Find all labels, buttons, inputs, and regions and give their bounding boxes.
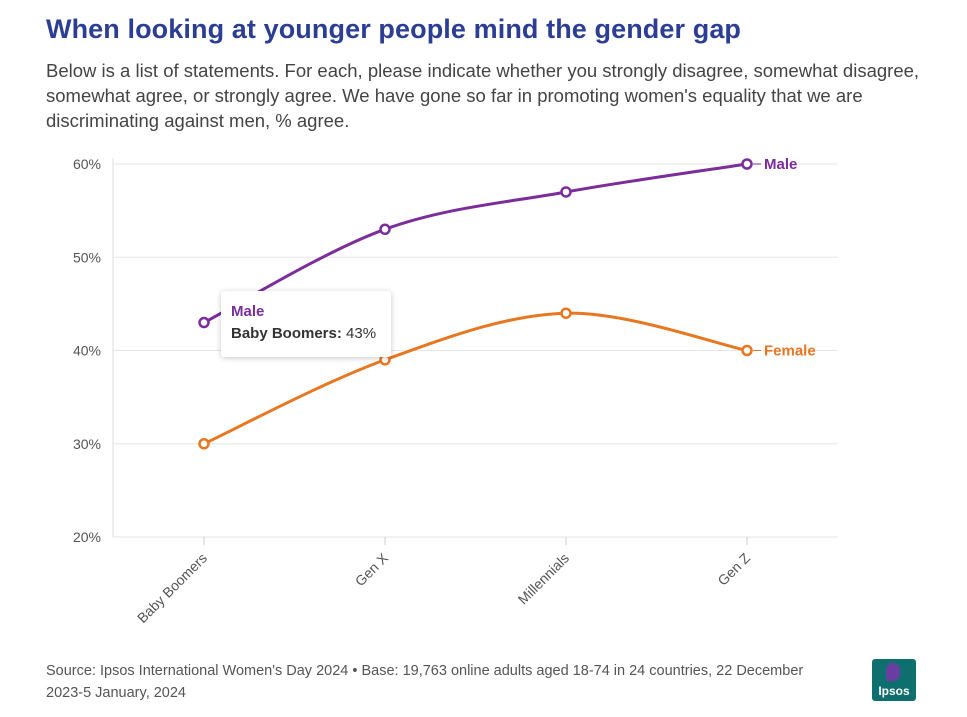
tooltip-value: 43% — [346, 325, 377, 342]
logo-bubble-icon — [886, 663, 900, 681]
data-point-male — [379, 223, 391, 236]
series-label-male: Male — [764, 156, 797, 173]
data-point-female — [560, 307, 572, 319]
y-tick-label: 20% — [73, 529, 101, 545]
y-axis-ticks: 20% 30% 40% 50% 60% — [73, 156, 101, 545]
logo-text: Ipsos — [878, 684, 910, 698]
series-label-female: Female — [764, 343, 816, 360]
chart-title: When looking at younger people mind the … — [46, 14, 742, 44]
x-axis-ticks: Baby Boomers Gen X Millennials Gen Z — [134, 537, 753, 626]
series-lines — [203, 162, 748, 446]
x-tick-label: Gen Z — [714, 549, 753, 588]
y-tick-label: 50% — [73, 249, 101, 265]
series-line-female — [203, 311, 748, 446]
data-point-female — [741, 344, 753, 357]
x-tick-label: Baby Boomers — [134, 550, 210, 626]
x-tick-label: Gen X — [352, 549, 392, 589]
data-point-female — [198, 438, 210, 450]
data-point-male — [741, 158, 753, 170]
series-labels: Male Female — [753, 156, 816, 360]
data-point-male — [198, 316, 210, 329]
chart-subtitle: Below is a list of statements. For each,… — [46, 60, 920, 131]
tooltip-series-name: Male — [231, 303, 265, 320]
data-point-male — [560, 186, 572, 198]
y-tick-label: 60% — [73, 156, 101, 172]
series-points — [198, 158, 753, 450]
x-tick-label: Millennials — [515, 550, 573, 608]
ipsos-logo: Ipsos — [872, 659, 916, 701]
series-line-male — [203, 162, 748, 324]
tooltip-category: Baby Boomers: — [231, 325, 342, 342]
source-note: Source: Ipsos International Women's Day … — [46, 663, 804, 701]
data-tooltip: Male Baby Boomers: 43% — [221, 291, 391, 357]
tooltip-value-row: Baby Boomers: 43% — [231, 325, 376, 342]
y-tick-label: 30% — [73, 436, 101, 452]
y-tick-label: 40% — [73, 343, 101, 359]
